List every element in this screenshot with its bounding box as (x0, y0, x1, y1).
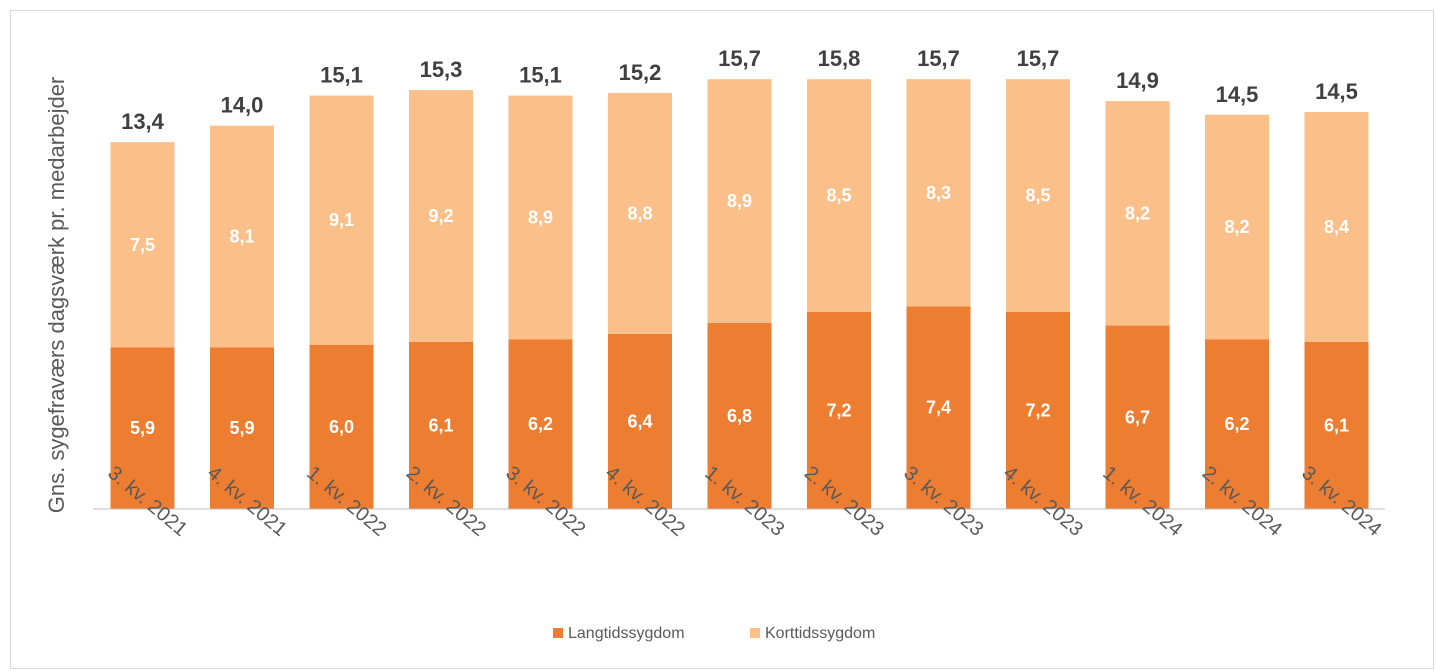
total-label-9: 15,7 (1017, 46, 1060, 71)
total-label-1: 14,0 (221, 93, 264, 118)
legend-swatch-korttid (750, 628, 760, 638)
total-label-4: 15,1 (519, 63, 562, 88)
data-label-langtid-12: 6,1 (1324, 415, 1349, 435)
bar-langtid-12 (1304, 341, 1369, 509)
bar-langtid-6 (707, 322, 772, 509)
total-label-6: 15,7 (718, 46, 761, 71)
bar-langtid-3 (409, 341, 473, 509)
data-label-korttid-0: 7,5 (130, 235, 155, 255)
total-label-5: 15,2 (619, 60, 662, 85)
data-label-korttid-7: 8,5 (826, 186, 851, 206)
bar-korttid-9 (1006, 79, 1070, 312)
data-label-langtid-1: 5,9 (229, 418, 254, 438)
data-label-korttid-6: 8,9 (727, 191, 752, 211)
bar-langtid-8 (906, 306, 971, 509)
data-label-korttid-8: 8,3 (926, 183, 951, 203)
data-label-langtid-4: 6,2 (528, 414, 553, 434)
bars-group (110, 79, 1369, 509)
total-label-0: 13,4 (121, 109, 165, 134)
data-label-langtid-3: 6,1 (428, 415, 453, 435)
data-label-korttid-11: 8,2 (1224, 217, 1249, 237)
bar-langtid-11 (1205, 339, 1269, 509)
bar-langtid-10 (1105, 325, 1170, 509)
data-label-langtid-0: 5,9 (130, 418, 155, 438)
total-label-10: 14,9 (1116, 68, 1159, 93)
total-label-3: 15,3 (420, 57, 463, 82)
data-label-langtid-6: 6,8 (727, 406, 752, 426)
bar-langtid-2 (309, 344, 374, 509)
data-label-korttid-5: 8,8 (627, 203, 652, 223)
legend: Langtidssygdom Korttidssygdom (553, 625, 875, 642)
bar-korttid-3 (409, 90, 473, 342)
data-label-langtid-9: 7,2 (1025, 400, 1050, 420)
data-label-korttid-10: 8,2 (1125, 203, 1150, 223)
bar-langtid-5 (608, 333, 672, 509)
data-label-korttid-1: 8,1 (229, 227, 254, 247)
bar-korttid-7 (807, 79, 871, 312)
bar-korttid-11 (1205, 114, 1269, 340)
data-label-korttid-12: 8,4 (1324, 217, 1349, 237)
bar-korttid-2 (309, 95, 374, 345)
bar-korttid-5 (608, 92, 672, 334)
data-label-langtid-7: 7,2 (826, 400, 851, 420)
data-label-langtid-2: 6,0 (329, 417, 354, 437)
labels-group: 5,9 7,5 13,4 5,9 8,1 14,0 6,0 9,1 15,1 6,1 9,2 15,3… (121, 46, 1358, 438)
bar-korttid-12 (1304, 112, 1369, 342)
data-label-korttid-4: 8,9 (528, 207, 553, 227)
data-label-langtid-11: 6,2 (1224, 414, 1249, 434)
bar-langtid-7 (807, 311, 871, 509)
bar-korttid-0 (110, 142, 175, 348)
legend-label-langtid: Langtidssygdom (568, 625, 685, 642)
total-label-7: 15,8 (818, 46, 861, 71)
bar-langtid-0 (110, 347, 175, 509)
total-label-11: 14,5 (1216, 82, 1259, 107)
bar-korttid-1 (210, 125, 274, 348)
bar-korttid-4 (508, 95, 573, 340)
bar-korttid-10 (1105, 101, 1170, 326)
legend-label-korttid: Korttidssygdom (765, 625, 875, 642)
data-label-langtid-5: 6,4 (627, 411, 652, 431)
total-label-12: 14,5 (1315, 79, 1358, 104)
bar-korttid-8 (906, 79, 971, 307)
bar-langtid-9 (1006, 311, 1070, 509)
bar-langtid-1 (210, 347, 274, 509)
data-label-korttid-2: 9,1 (329, 210, 354, 230)
y-axis-label: Gns. sygefraværs dagsværk pr. medarbejde… (44, 77, 69, 514)
data-label-korttid-9: 8,5 (1025, 186, 1050, 206)
data-label-langtid-8: 7,4 (926, 398, 951, 418)
total-label-2: 15,1 (320, 63, 363, 88)
data-label-korttid-3: 9,2 (428, 206, 453, 226)
bar-korttid-6 (707, 79, 772, 323)
total-label-8: 15,7 (917, 46, 960, 71)
data-label-langtid-10: 6,7 (1125, 407, 1150, 427)
legend-swatch-langtid (553, 628, 563, 638)
bar-langtid-4 (508, 339, 573, 509)
